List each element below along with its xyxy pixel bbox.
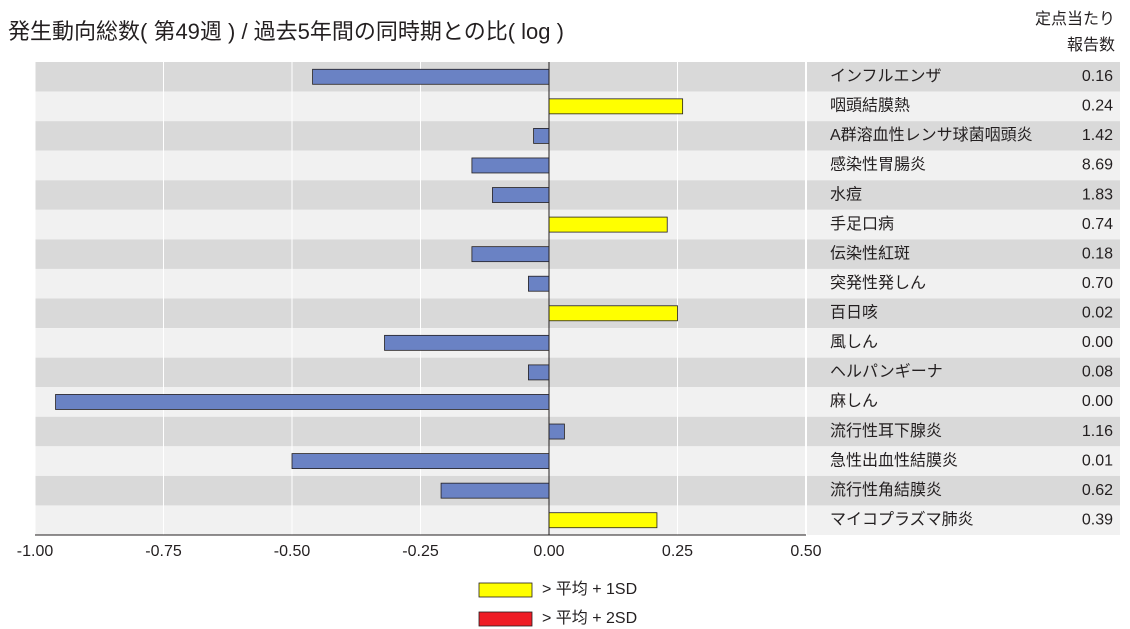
report-value: 1.16 [1082,423,1113,440]
report-value: 0.16 [1082,68,1113,85]
disease-name: ヘルパンギーナ [830,363,943,381]
report-value: 0.39 [1082,511,1113,528]
report-value: 0.00 [1082,393,1113,410]
legend-label: > 平均 + 1SD [542,580,637,598]
bar [291,453,550,469]
report-value: 8.69 [1082,157,1113,174]
disease-name: 咽頭結膜熱 [830,97,910,115]
report-value: 0.02 [1082,305,1113,322]
bar [548,512,658,529]
row-band [35,328,1120,358]
row-band [35,357,1120,388]
row-band [35,150,1120,181]
report-value: 0.08 [1082,364,1113,381]
x-tick-label: 0.00 [533,543,564,560]
disease-name: 百日咳 [830,304,878,322]
disease-name: 流行性角結膜炎 [830,481,942,499]
x-tick-label: -0.25 [402,543,439,560]
bar [528,364,550,381]
bar [548,216,668,233]
bar [471,157,550,174]
table-header: 報告数 [1067,36,1115,54]
row-band [35,268,1120,299]
row-band [35,446,1120,476]
x-tick-label: -1.00 [17,543,54,560]
x-tick-label: -0.50 [274,543,311,560]
bar [533,128,550,144]
disease-name: 水痘 [830,185,862,203]
bar [384,334,550,351]
row-band [35,475,1120,506]
row-band [35,239,1120,269]
disease-name: インフルエンザ [830,67,942,85]
x-tick-label: 0.50 [790,543,821,560]
disease-name: 手足口病 [830,215,894,233]
bar [471,246,550,263]
disease-name: 風しん [830,334,878,351]
table-header: 定点当たり [1035,10,1115,28]
report-value: 0.70 [1082,275,1113,292]
legend-swatch [478,611,533,627]
legend-label: > 平均 + 2SD [542,609,637,627]
disease-name: 伝染性紅斑 [830,244,910,262]
row-band [35,121,1120,151]
bar [312,68,550,85]
disease-name: マイコプラズマ肺炎 [830,510,974,528]
disease-name: 急性出血性結膜炎 [830,451,958,469]
row-band [35,180,1120,210]
disease-name: 感染性胃腸炎 [830,156,926,174]
report-value: 0.24 [1082,98,1113,115]
row-band [35,62,1120,92]
disease-name: 突発性発しん [830,274,926,292]
bar [55,394,550,410]
bar [440,482,550,499]
row-band [35,416,1120,447]
bar [548,305,678,322]
report-value: 1.42 [1082,127,1113,144]
legend-swatch [478,582,533,598]
bar [548,98,684,115]
bar [528,275,550,292]
report-value: 0.00 [1082,334,1113,351]
disease-name: 麻しん [830,392,878,410]
disease-name: A群溶血性レンサ球菌咽頭炎 [830,126,1033,144]
disease-name: 流行性耳下腺炎 [830,422,942,440]
x-tick-label: -0.75 [145,543,182,560]
report-value: 0.74 [1082,216,1113,233]
report-value: 1.83 [1082,186,1113,203]
chart-title: 発生動向総数( 第49週 ) / 過去5年間の同時期との比( log ) [8,19,564,44]
x-tick-label: 0.25 [662,543,693,560]
report-value: 0.18 [1082,245,1113,262]
bar [548,423,565,440]
report-value: 0.62 [1082,482,1113,499]
report-value: 0.01 [1082,452,1113,469]
bar [492,187,550,203]
